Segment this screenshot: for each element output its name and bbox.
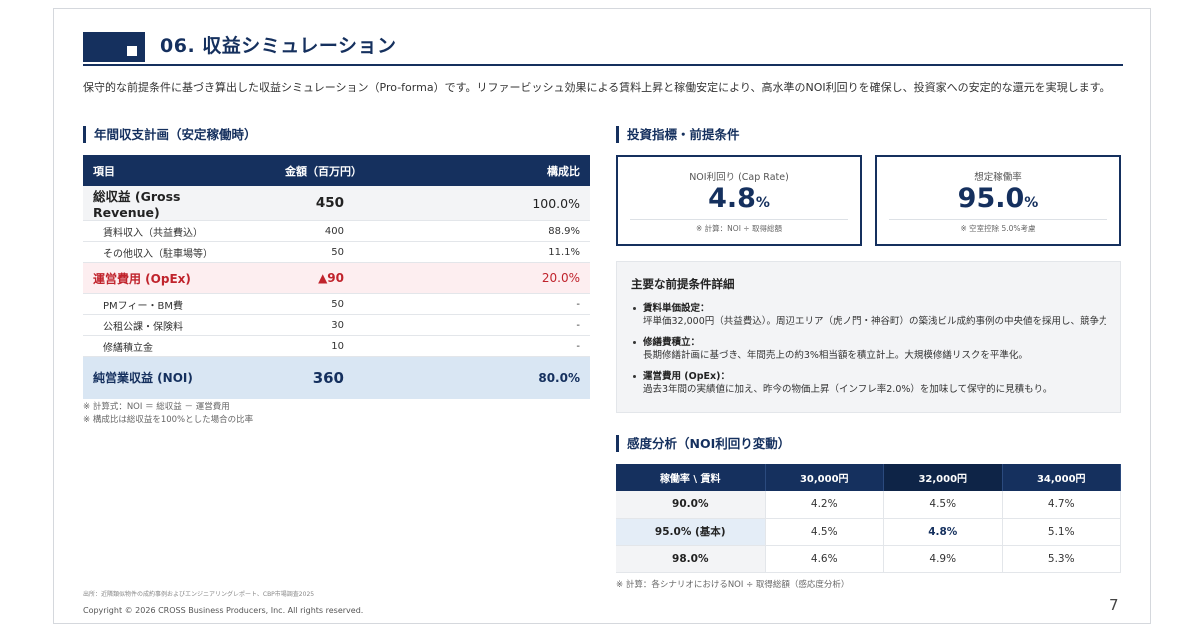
sensitivity-cell: 5.1% xyxy=(1002,518,1121,546)
row-label: 修繕積立金 xyxy=(83,335,220,357)
kpi-divider xyxy=(630,219,848,220)
sensitivity-cell: 4.2% xyxy=(765,491,884,519)
header-logo-notch xyxy=(127,46,137,56)
table-row-gross-revenue: 総収益 (Gross Revenue) 450 100.0% xyxy=(83,186,590,221)
section-title-annual-plan: 年間収支計画（安定稼働時） xyxy=(83,126,257,143)
col-header-rent-30000: 30,000円 xyxy=(765,464,884,491)
row-ratio: 20.0% xyxy=(480,262,590,294)
section-title-sensitivity: 感度分析（NOI利回り変動） xyxy=(616,435,790,452)
sensitivity-header-row: 稼働率 \ 賃料 30,000円 32,000円 34,000円 xyxy=(616,464,1121,491)
table-row: 賃料収入（共益費込） 400 88.9% xyxy=(83,220,590,242)
intro-text: 保守的な前提条件に基づき算出した収益シミュレーション（Pro-forma）です。… xyxy=(83,81,1111,94)
table-row: PMフィー・BM費 50 - xyxy=(83,293,590,315)
row-label: 総収益 (Gross Revenue) xyxy=(83,186,220,221)
kpi-value: 95.0% xyxy=(877,183,1119,214)
sensitivity-corner-header: 稼働率 \ 賃料 xyxy=(616,464,766,491)
kpi-value: 4.8% xyxy=(618,183,860,214)
page-number: 7 xyxy=(1109,596,1119,614)
assumption-item: 賃料単価設定： 坪単価32,000円（共益費込）。周辺エリア（虎ノ門・神谷町）の… xyxy=(631,302,1106,329)
row-amount: ▲90 xyxy=(220,262,480,294)
kpi-card-cap-rate: NOI利回り (Cap Rate) 4.8% ※ 計算：NOI ÷ 取得総額 xyxy=(616,155,862,246)
sensitivity-cell: 4.5% xyxy=(883,491,1003,519)
annual-plan-table: 項目 金額（百万円） 構成比 総収益 (Gross Revenue) 450 1… xyxy=(83,155,590,399)
assumption-body: 坪単価32,000円（共益費込）。周辺エリア（虎ノ門・神谷町）の築浅ビル成約事例… xyxy=(643,316,1106,327)
copyright: Copyright © 2026 CROSS Business Producer… xyxy=(83,606,364,615)
header-logo-block xyxy=(83,32,145,62)
col-header-item: 項目 xyxy=(83,155,220,186)
row-label: 運営費用 (OpEx) xyxy=(83,262,220,294)
sensitivity-note: ※ 計算：各シナリオにおけるNOI ÷ 取得総額（感応度分析） xyxy=(616,580,850,590)
kpi-note: ※ 空室控除 5.0%考慮 xyxy=(960,224,1036,233)
row-amount: 450 xyxy=(220,186,480,221)
kpi-label: NOI利回り (Cap Rate) xyxy=(689,172,789,183)
sensitivity-cell: 4.9% xyxy=(883,545,1003,573)
row-ratio: 88.9% xyxy=(480,220,590,242)
row-ratio: - xyxy=(480,335,590,357)
row-label: その他収入（駐車場等） xyxy=(83,241,220,263)
table-row: 修繕積立金 10 - xyxy=(83,335,590,357)
col-header-rent-32000: 32,000円 xyxy=(883,464,1003,491)
row-ratio: 100.0% xyxy=(480,186,590,221)
note-ratio: ※ 構成比は総収益を100%とした場合の比率 xyxy=(83,415,254,425)
slide: 06. 収益シミュレーション 保守的な前提条件に基づき算出した収益シミュレーショ… xyxy=(53,8,1151,624)
table-row: 公租公課・保険料 30 - xyxy=(83,314,590,336)
table-header-row: 項目 金額（百万円） 構成比 xyxy=(83,155,590,186)
sensitivity-cell: 4.7% xyxy=(1002,491,1121,519)
row-ratio: 80.0% xyxy=(480,356,590,399)
sensitivity-cell: 4.5% xyxy=(765,518,884,546)
table-row: その他収入（駐車場等） 50 11.1% xyxy=(83,241,590,263)
row-label: 賃料収入（共益費込） xyxy=(83,220,220,242)
sensitivity-cell-base-case: 4.8% xyxy=(883,518,1003,546)
assumption-body: 過去3年間の実績値に加え、昨今の物価上昇（インフレ率2.0%）を加味して保守的に… xyxy=(643,384,1053,395)
table-row-noi: 純営業収益 (NOI) 360 80.0% xyxy=(83,356,590,399)
assumptions-panel: 主要な前提条件詳細 賃料単価設定： 坪単価32,000円（共益費込）。周辺エリア… xyxy=(616,261,1121,413)
col-header-ratio: 構成比 xyxy=(480,155,590,186)
kpi-note: ※ 計算：NOI ÷ 取得総額 xyxy=(696,224,782,233)
assumption-item: 運営費用 (OpEx)： 過去3年間の実績値に加え、昨今の物価上昇（インフレ率2… xyxy=(631,370,1106,397)
row-amount: 10 xyxy=(220,335,480,357)
row-ratio: 11.1% xyxy=(480,241,590,263)
kpi-unit: % xyxy=(755,195,770,211)
kpi-number: 95.0 xyxy=(957,183,1025,214)
row-ratio: - xyxy=(480,314,590,336)
note-formula: ※ 計算式：NOI ＝ 総収益 － 運営費用 xyxy=(83,402,230,412)
kpi-label: 想定稼働率 xyxy=(974,172,1022,183)
sensitivity-cell: 4.6% xyxy=(765,545,884,573)
assumption-head: 賃料単価設定： xyxy=(643,303,710,314)
kpi-unit: % xyxy=(1024,195,1039,211)
sensitivity-table: 稼働率 \ 賃料 30,000円 32,000円 34,000円 90.0% 4… xyxy=(616,464,1121,573)
kpi-card-occupancy: 想定稼働率 95.0% ※ 空室控除 5.0%考慮 xyxy=(875,155,1121,246)
row-label-occupancy: 95.0% (基本) xyxy=(616,518,766,546)
sensitivity-row: 90.0% 4.2% 4.5% 4.7% xyxy=(616,491,1121,519)
annual-plan-notes: ※ 計算式：NOI ＝ 総収益 － 運営費用 ※ 構成比は総収益を100%とした… xyxy=(83,401,253,427)
row-label-occupancy: 90.0% xyxy=(616,491,766,519)
assumptions-title: 主要な前提条件詳細 xyxy=(631,277,735,291)
assumption-head: 修繕費積立： xyxy=(643,337,701,348)
sensitivity-cell: 5.3% xyxy=(1002,545,1121,573)
assumption-head: 運営費用 (OpEx)： xyxy=(643,371,730,382)
page-title: 06. 収益シミュレーション xyxy=(160,35,397,57)
row-ratio: - xyxy=(480,293,590,315)
sensitivity-row: 98.0% 4.6% 4.9% 5.3% xyxy=(616,545,1121,573)
source-note: 出所：近隣類似物件の成約事例およびエンジニアリングレポート、CBP市場調査202… xyxy=(83,591,315,598)
row-amount: 30 xyxy=(220,314,480,336)
col-header-rent-34000: 34,000円 xyxy=(1002,464,1121,491)
assumption-item: 修繕費積立： 長期修繕計画に基づき、年間売上の約3%相当額を積立計上。大規模修繕… xyxy=(631,336,1106,363)
row-label: 公租公課・保険料 xyxy=(83,314,220,336)
table-row-opex: 運営費用 (OpEx) ▲90 20.0% xyxy=(83,262,590,294)
row-label: PMフィー・BM費 xyxy=(83,293,220,315)
row-amount: 50 xyxy=(220,293,480,315)
row-amount: 400 xyxy=(220,220,480,242)
header-divider xyxy=(83,64,1123,66)
sensitivity-row-base: 95.0% (基本) 4.5% 4.8% 5.1% xyxy=(616,518,1121,546)
row-label-occupancy: 98.0% xyxy=(616,545,766,573)
assumption-body: 長期修繕計画に基づき、年間売上の約3%相当額を積立計上。大規模修繕リスクを平準化… xyxy=(643,350,1028,361)
row-amount: 360 xyxy=(220,356,480,399)
kpi-number: 4.8 xyxy=(708,183,756,214)
section-title-investment-metrics: 投資指標・前提条件 xyxy=(616,126,740,143)
row-amount: 50 xyxy=(220,241,480,263)
row-label: 純営業収益 (NOI) xyxy=(83,356,220,399)
col-header-amount: 金額（百万円） xyxy=(220,155,480,186)
kpi-divider xyxy=(889,219,1107,220)
